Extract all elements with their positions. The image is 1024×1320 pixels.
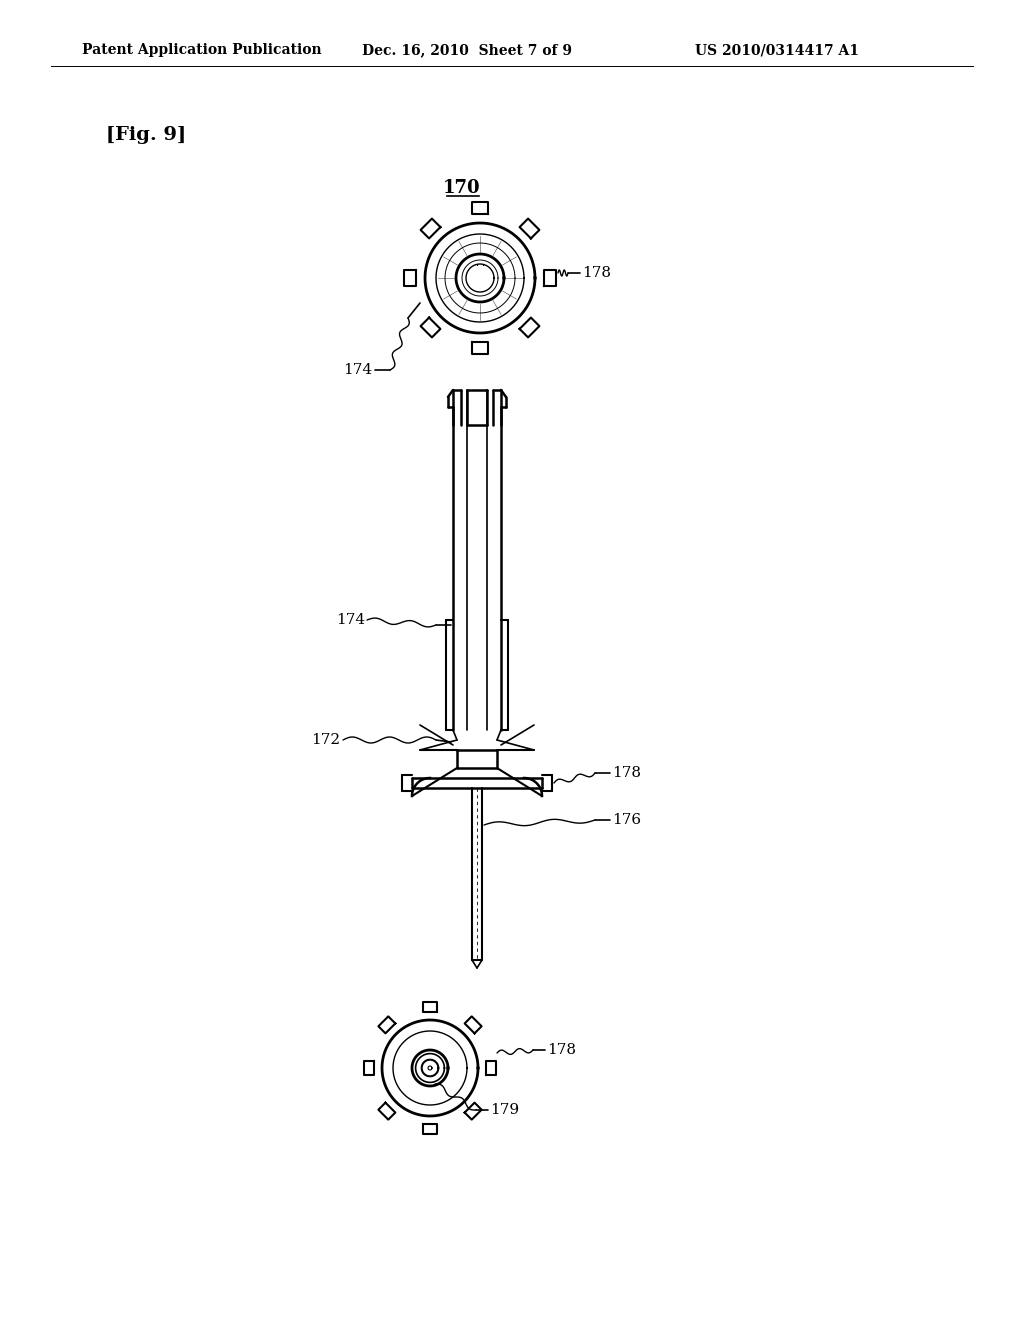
Text: 178: 178 xyxy=(612,766,641,780)
Text: Dec. 16, 2010  Sheet 7 of 9: Dec. 16, 2010 Sheet 7 of 9 xyxy=(362,44,572,57)
Text: 174: 174 xyxy=(343,363,372,378)
Text: 170: 170 xyxy=(443,180,481,197)
Text: 176: 176 xyxy=(612,813,641,828)
Text: Patent Application Publication: Patent Application Publication xyxy=(82,44,322,57)
Text: 172: 172 xyxy=(311,733,340,747)
Text: 178: 178 xyxy=(547,1043,575,1057)
Text: 178: 178 xyxy=(582,267,611,280)
Text: 179: 179 xyxy=(490,1104,519,1117)
Text: 174: 174 xyxy=(336,612,365,627)
Text: US 2010/0314417 A1: US 2010/0314417 A1 xyxy=(695,44,859,57)
Text: [Fig. 9]: [Fig. 9] xyxy=(106,125,186,144)
